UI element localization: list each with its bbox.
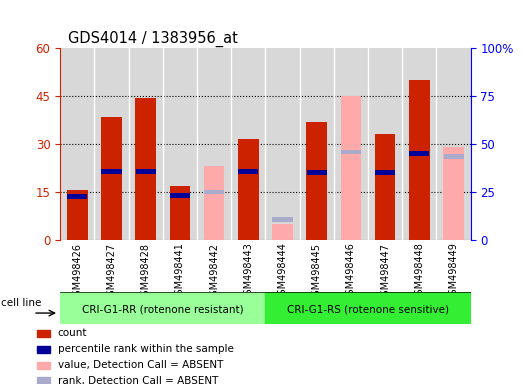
Bar [37,377,50,384]
Bar [375,170,395,175]
Bar [170,193,190,198]
Text: percentile rank within the sample: percentile rank within the sample [58,344,233,354]
Bar [341,150,361,154]
Text: GDS4014 / 1383956_at: GDS4014 / 1383956_at [69,30,238,46]
Bar [169,185,190,240]
Bar [67,190,87,240]
Text: GSM498428: GSM498428 [141,243,151,301]
Bar [37,346,50,353]
Text: rank, Detection Call = ABSENT: rank, Detection Call = ABSENT [58,376,218,384]
Bar [101,117,122,240]
Text: GSM498448: GSM498448 [414,243,424,301]
Bar [444,154,464,159]
Bar [60,292,265,324]
Text: GSM498426: GSM498426 [72,243,82,301]
Bar [37,362,50,369]
Text: value, Detection Call = ABSENT: value, Detection Call = ABSENT [58,360,223,370]
Bar [238,139,258,240]
Text: GSM498447: GSM498447 [380,243,390,301]
Bar [409,80,429,240]
Bar [101,169,121,174]
Bar [135,98,156,240]
Bar [272,224,293,240]
Text: cell line: cell line [1,298,41,308]
Text: GSM498445: GSM498445 [312,243,322,301]
Bar [272,217,292,222]
Text: GSM498444: GSM498444 [278,243,288,301]
Text: CRI-G1-RS (rotenone sensitive): CRI-G1-RS (rotenone sensitive) [287,305,449,315]
Bar [67,194,87,199]
Text: GSM498441: GSM498441 [175,243,185,301]
Bar [375,134,395,240]
Bar [37,330,50,337]
Bar [135,169,156,174]
Text: GSM498443: GSM498443 [243,243,253,301]
Bar [444,147,464,240]
Bar [204,166,224,240]
Bar [306,122,327,240]
Bar [265,292,471,324]
Text: GSM498442: GSM498442 [209,243,219,301]
Bar [340,96,361,240]
Text: CRI-G1-RR (rotenone resistant): CRI-G1-RR (rotenone resistant) [82,305,244,315]
Bar [238,169,258,174]
Bar [306,170,327,175]
Text: GSM498427: GSM498427 [107,243,117,302]
Bar [204,190,224,194]
Text: GSM498449: GSM498449 [449,243,459,301]
Bar [410,151,429,156]
Text: count: count [58,328,87,338]
Text: GSM498446: GSM498446 [346,243,356,301]
